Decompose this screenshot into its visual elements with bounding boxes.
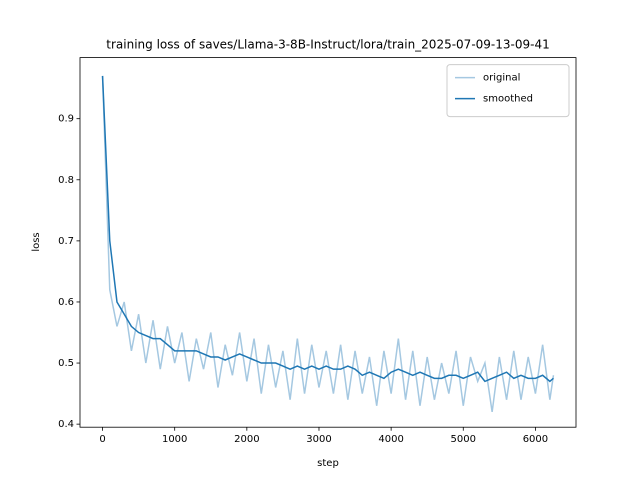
- x-tick-label: 0: [99, 434, 105, 445]
- y-tick-label: 0.7: [58, 236, 74, 247]
- x-tick-label: 1000: [162, 434, 187, 445]
- legend-label: original: [483, 73, 520, 84]
- y-tick-label: 0.8: [58, 175, 74, 186]
- y-axis-label: loss: [31, 232, 42, 251]
- x-axis-label: step: [317, 458, 339, 469]
- y-tick-label: 0.4: [58, 419, 74, 430]
- legend-label: smoothed: [483, 94, 533, 105]
- x-tick-label: 6000: [523, 434, 548, 445]
- legend-box: [446, 64, 570, 118]
- x-tick-label: 2000: [234, 434, 259, 445]
- chart-title: training loss of saves/Llama-3-8B-Instru…: [106, 38, 549, 52]
- x-tick-label: 5000: [451, 434, 476, 445]
- line-original: [101, 75, 555, 413]
- plot-frame: [79, 57, 577, 428]
- y-tick-label: 0.9: [58, 114, 74, 125]
- line-smoothed: [101, 75, 554, 383]
- y-tick-label: 0.6: [58, 297, 74, 308]
- x-tick-label: 3000: [306, 434, 331, 445]
- x-tick-label: 4000: [378, 434, 403, 445]
- y-tick-label: 0.5: [58, 358, 74, 369]
